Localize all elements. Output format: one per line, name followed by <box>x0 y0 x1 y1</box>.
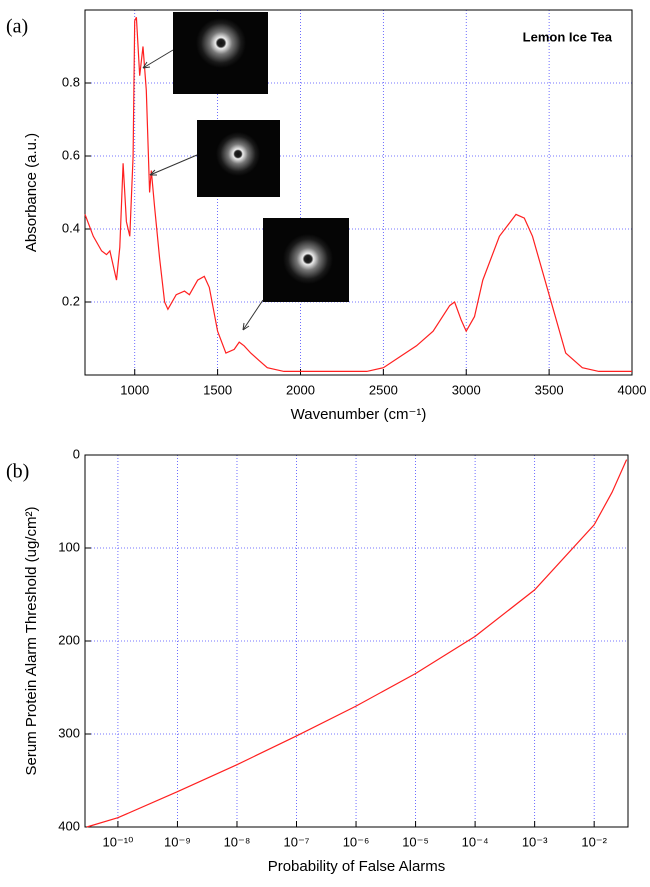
inset-images <box>142 12 349 331</box>
y-axis-label: Absorbance (a.u.) <box>23 133 40 252</box>
x-tick-label: 4000 <box>618 382 647 397</box>
x-tick-label: 3500 <box>535 382 564 397</box>
plot-frame <box>84 454 629 828</box>
panel-label: (b) <box>6 461 29 483</box>
x-tick-label: 3000 <box>452 382 481 397</box>
y-tick-label: 100 <box>58 539 80 554</box>
y-tick-label: 400 <box>58 818 80 833</box>
y-tick-label: 0.4 <box>62 220 80 235</box>
x-tick-label: 10⁻⁴ <box>462 834 489 849</box>
y-tick-label: 200 <box>58 632 80 647</box>
x-tick-label: 10⁻⁸ <box>224 834 251 849</box>
y-axis-label: Serum Protein Alarm Threshold (ug/cm²) <box>23 507 40 776</box>
y-tick-label: 0 <box>73 446 80 461</box>
x-tick-label: 1000 <box>120 382 149 397</box>
x-tick-label: 2000 <box>286 382 315 397</box>
y-tick-label: 0.8 <box>62 74 80 89</box>
plot-frame <box>84 9 633 376</box>
x-tick-label: 10⁻⁹ <box>164 834 191 849</box>
x-tick-label: 10⁻⁵ <box>402 834 429 849</box>
y-tick-label: 0.6 <box>62 147 80 162</box>
x-tick-label: 10⁻² <box>581 834 607 849</box>
inset-spot <box>283 234 333 284</box>
x-axis-label: Probability of False Alarms <box>268 858 446 875</box>
inset-spot <box>216 132 260 176</box>
x-tick-label: 10⁻⁷ <box>283 834 309 849</box>
data-line <box>86 459 628 828</box>
annotation: Lemon Ice Tea <box>523 29 613 44</box>
inset-spot <box>196 18 246 68</box>
x-tick-label: 1500 <box>203 382 232 397</box>
x-axis-label: Wavenumber (cm⁻¹) <box>291 406 427 423</box>
data-line <box>84 17 632 372</box>
y-tick-label: 0.2 <box>62 293 80 308</box>
x-tick-label: 10⁻³ <box>522 834 548 849</box>
x-tick-label: 10⁻¹⁰ <box>102 834 133 849</box>
x-tick-label: 2500 <box>369 382 398 397</box>
y-tick-label: 300 <box>58 725 80 740</box>
panel-label: (a) <box>6 16 28 38</box>
arrows <box>142 49 264 331</box>
x-tick-label: 10⁻⁶ <box>343 834 370 849</box>
